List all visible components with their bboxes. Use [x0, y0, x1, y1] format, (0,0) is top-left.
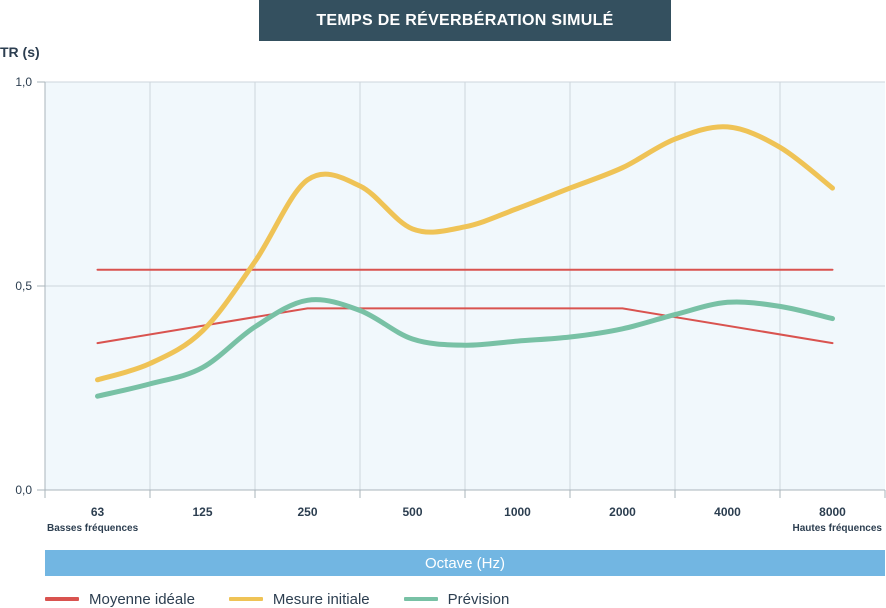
legend-item: Prévision [403, 590, 510, 608]
y-tick-label: 0,5 [15, 279, 32, 293]
x-left-label: Basses fréquences [47, 523, 139, 534]
x-tick-label: 4000 [714, 505, 741, 519]
legend-item: Mesure initiale [228, 590, 370, 608]
x-tick-label: 2000 [609, 505, 636, 519]
legend-swatch [403, 597, 438, 601]
legend-swatch [45, 597, 79, 601]
legend-label: Mesure initiale [272, 590, 370, 608]
legend-item: Moyenne idéale [45, 591, 195, 608]
legend-label: Prévision [447, 590, 510, 608]
y-axis-label: TR (s) [0, 44, 40, 60]
line-chart: 1,0 0,5 0,0 63 125 250 500 1000 2000 4000 8000 [15, 75, 886, 519]
series-line [95, 124, 835, 383]
y-tick-label: 0,0 [15, 483, 32, 497]
x-tick-label: 250 [297, 505, 317, 519]
x-tick-label: 500 [402, 505, 422, 519]
legend: Moyenne idéale Mesure initiale Prévision [45, 590, 543, 608]
x-tick-label: 63 [91, 505, 105, 519]
y-tick-label: 1,0 [15, 75, 32, 89]
legend-label: Moyenne idéale [89, 590, 195, 608]
x-tick-label: 8000 [819, 505, 846, 519]
series-line [96, 307, 834, 345]
series-layer [95, 124, 835, 399]
series-line [95, 297, 835, 399]
x-right-label: Hautes fréquences [792, 523, 882, 534]
axes [37, 81, 886, 498]
x-axis-label-bar: Octave (Hz) [45, 550, 885, 576]
x-tick-label: 125 [192, 505, 212, 519]
tick-labels: 1,0 0,5 0,0 63 125 250 500 1000 2000 4000 8000 [15, 75, 846, 519]
x-tick-label: 1000 [504, 505, 531, 519]
chart-title: TEMPS DE RÉVERBÉRATION SIMULÉ [259, 0, 671, 41]
legend-swatch [228, 597, 263, 601]
